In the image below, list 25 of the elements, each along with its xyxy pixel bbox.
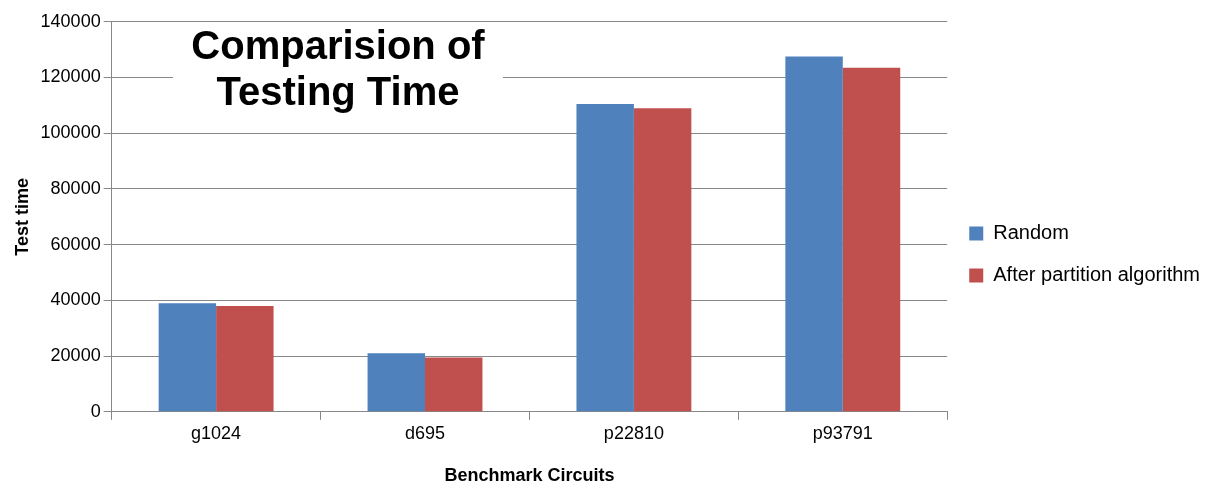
x-tick-label: d695 [404, 422, 446, 443]
legend-label: After partition algorithm [993, 263, 1201, 286]
bar [785, 56, 843, 412]
y-tick-label: 0 [90, 400, 101, 421]
y-tick-label: 60000 [50, 233, 101, 254]
x-tick-label: g1024 [191, 422, 242, 443]
y-tick-label: 100000 [40, 122, 101, 143]
bar [367, 353, 426, 412]
bar [576, 103, 634, 412]
text: Comparision of Testing Time [173, 22, 503, 114]
x-tick-label: p93791 [812, 422, 873, 443]
bar [158, 303, 217, 412]
bar [633, 108, 692, 412]
x-axis-title: Benchmark Circuits [444, 465, 615, 486]
y-tick-label: 120000 [40, 66, 101, 87]
y-axis-title: Test time [11, 177, 32, 256]
y-tick-label: 80000 [50, 177, 101, 198]
bar [842, 67, 901, 412]
y-tick-label: 140000 [40, 10, 101, 31]
bar [425, 357, 483, 412]
bar [216, 305, 274, 412]
y-tick-label: 20000 [50, 345, 101, 366]
y-tick-label: 40000 [50, 289, 101, 310]
x-tick-label: p22810 [603, 422, 664, 443]
legend-label: Random [993, 221, 1069, 244]
